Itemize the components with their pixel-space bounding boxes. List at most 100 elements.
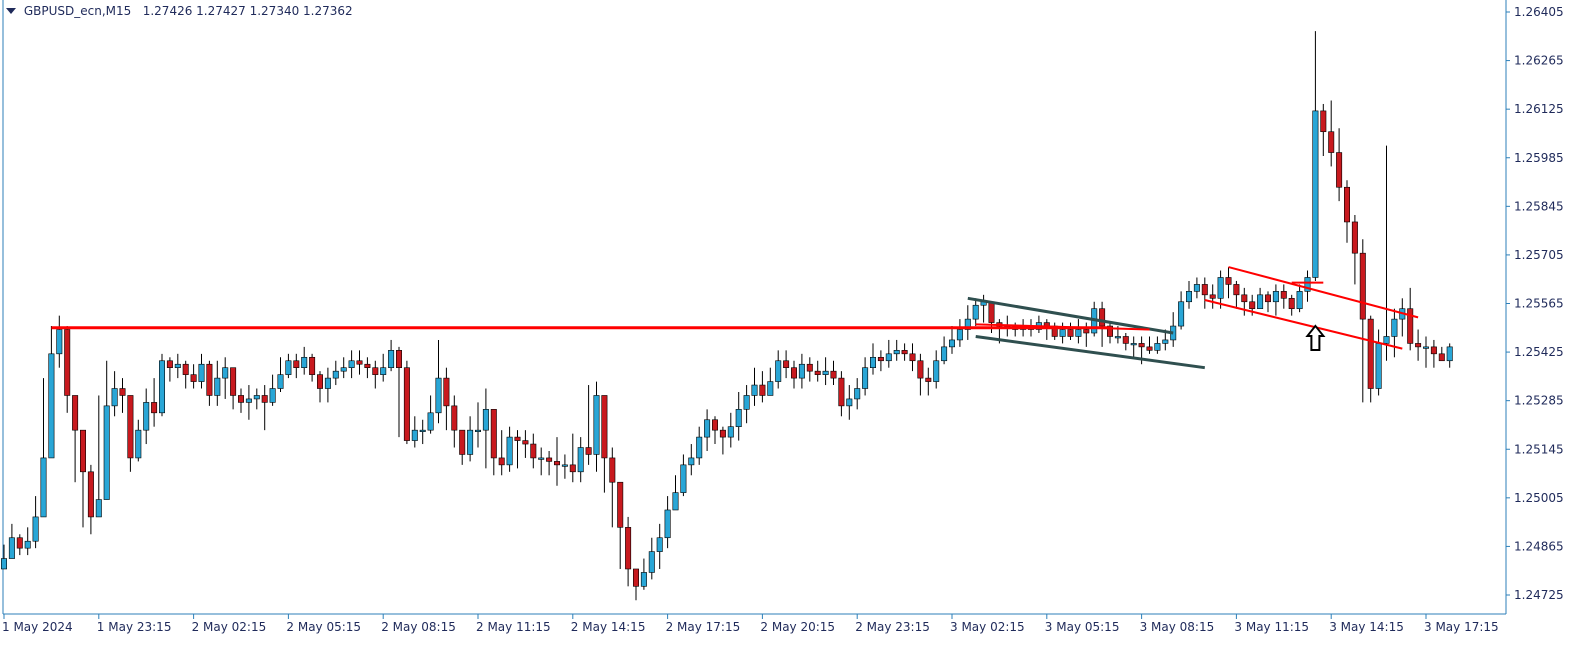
candle-body [1312,110,1319,278]
candle-body [909,353,916,362]
candle-body [1107,325,1114,337]
y-tick-label: 1.26265 [1514,54,1564,68]
y-tick-label: 1.25005 [1514,491,1564,505]
candle-body [1122,336,1129,344]
x-tick-label: 2 May 14:15 [571,620,646,634]
candle-body [95,499,102,518]
candle-body [704,419,711,438]
x-tick-label: 1 May 2024 [2,620,73,634]
candle-body [854,388,861,400]
candle-body [1423,346,1430,349]
candle-body [609,457,616,483]
candle-body [151,402,158,414]
candle-body [546,457,553,462]
candle-body [16,537,23,549]
candle-body [1407,308,1414,344]
candle-body [206,363,213,396]
x-tick-label: 3 May 11:15 [1234,620,1309,634]
candle-body [459,429,466,455]
candle-body [1344,186,1351,223]
candle-body [514,436,521,441]
candle-body [988,301,995,323]
candle-body [261,395,268,403]
candle-body [222,367,229,379]
candle-body [1114,336,1121,339]
x-tick-label: 2 May 11:15 [476,620,551,634]
candle-body [838,377,845,407]
candle-body [1446,346,1453,362]
candle-body [806,363,813,372]
candle-body [790,367,797,379]
candle-body [522,440,529,445]
candle-body [1383,336,1390,344]
candle-body [601,395,608,459]
candle-body [159,360,166,414]
x-tick-label: 2 May 23:15 [855,620,930,634]
x-tick-label: 3 May 05:15 [1045,620,1120,634]
candle-body [1359,252,1366,320]
candle-body [530,443,537,459]
candle-body [245,398,252,403]
channel-line [975,323,1150,331]
candle-body [253,395,260,400]
candle-body [498,457,505,466]
candle-body [451,405,458,431]
candle-body [238,395,245,403]
candle-body [1075,329,1082,337]
candle-body [403,367,410,441]
candle-body [111,388,118,407]
candle-body [964,318,971,330]
candle-body [956,329,963,341]
chart-header: GBPUSD_ecn,M15 1.27426 1.27427 1.27340 1… [6,4,353,18]
candle-body [767,381,774,396]
candle-body [72,395,79,431]
candles-group [0,31,1453,601]
candle-body [577,447,584,473]
candle-body [743,395,750,410]
candle-body [309,356,316,375]
candle-body [214,377,221,396]
y-tick-label: 1.25985 [1514,151,1564,165]
candle-body [1336,152,1343,188]
y-tick-label: 1.24865 [1514,539,1564,553]
ohlc-values: 1.27426 1.27427 1.27340 1.27362 [142,4,353,18]
candle-body [553,461,560,466]
candle-body [948,339,955,348]
candle-body [1351,221,1358,254]
y-tick-label: 1.24725 [1514,588,1564,602]
candle-body [775,360,782,382]
candle-body [1320,110,1327,133]
candle-body [490,409,497,459]
x-tick-label: 2 May 20:15 [760,620,835,634]
candle-body [0,558,8,570]
candle-body [143,402,150,431]
candle-body [293,360,300,368]
candle-body [1249,301,1256,310]
candle-body [1296,291,1303,310]
symbol-label: GBPUSD_ecn,M15 [23,4,132,18]
candle-body [1193,284,1200,292]
candle-body [640,572,647,587]
candle-body [1280,291,1287,299]
candle-body [380,367,387,375]
candle-body [1067,329,1074,337]
candle-body [1130,343,1137,346]
candle-body [893,350,900,355]
x-tick-label: 1 May 23:15 [97,620,172,634]
candle-body [901,350,908,355]
candle-body [166,360,173,368]
channel-line [975,334,1206,370]
candle-body [119,388,126,396]
candle-body [538,457,545,460]
candle-body [830,370,837,379]
collapse-triangle-icon[interactable] [6,8,16,14]
candle-body [443,377,450,407]
candle-body [395,350,402,368]
candle-body [1304,277,1311,292]
candle-body [1217,277,1224,299]
candle-body [32,516,39,542]
candle-body [1415,343,1422,348]
candle-body [1225,277,1232,285]
